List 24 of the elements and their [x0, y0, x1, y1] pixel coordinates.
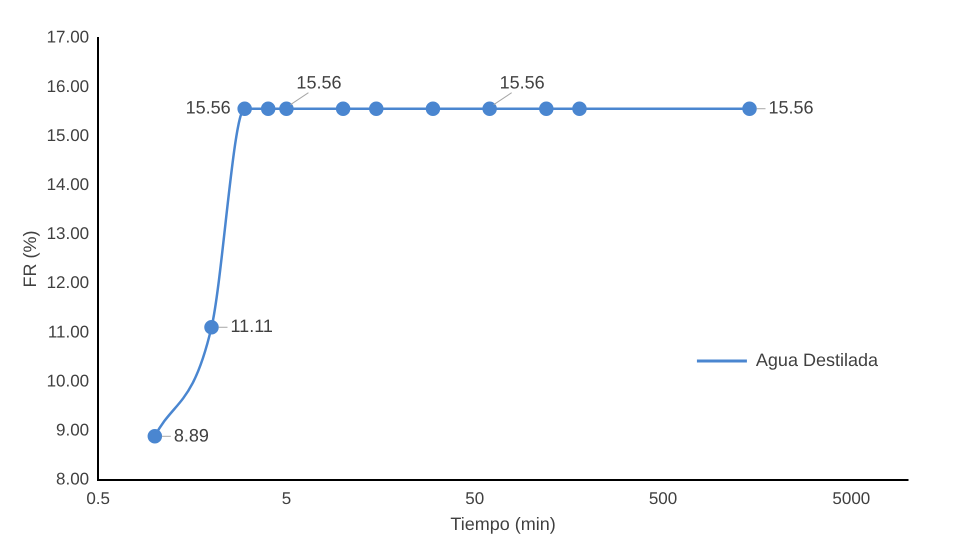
y-tick-label: 11.00 [48, 322, 90, 342]
data-label: 11.11 [230, 316, 273, 336]
data-label: 8.89 [174, 425, 209, 446]
y-tick-label: 10.00 [46, 371, 90, 390]
x-axis-title: Tiempo (min) [450, 514, 556, 534]
x-tick-label: 5 [282, 488, 292, 508]
y-tick-label: 16.00 [46, 76, 90, 96]
y-tick-label: 12.00 [46, 273, 90, 292]
y-tick-label: 8.00 [56, 470, 90, 489]
y-tick-label: 9.00 [56, 420, 90, 440]
y-tick-label: 13.00 [46, 224, 90, 244]
y-tick-label: 14.00 [46, 175, 90, 194]
data-label: 15.56 [296, 72, 342, 93]
y-tick-label: 17.00 [46, 28, 90, 47]
data-label: 15.56 [186, 98, 231, 118]
legend-label: Agua Destilada [756, 350, 879, 370]
data-label: 15.56 [768, 98, 814, 118]
y-tick-label: 15.00 [46, 126, 90, 145]
x-tick-label: 5000 [832, 488, 870, 508]
x-tick-label: 500 [648, 488, 678, 508]
data-label: 15.56 [500, 72, 545, 93]
y-axis-title: FR (%) [20, 230, 40, 288]
x-tick-label: 0.5 [86, 488, 110, 508]
x-tick-label: 50 [465, 488, 484, 508]
